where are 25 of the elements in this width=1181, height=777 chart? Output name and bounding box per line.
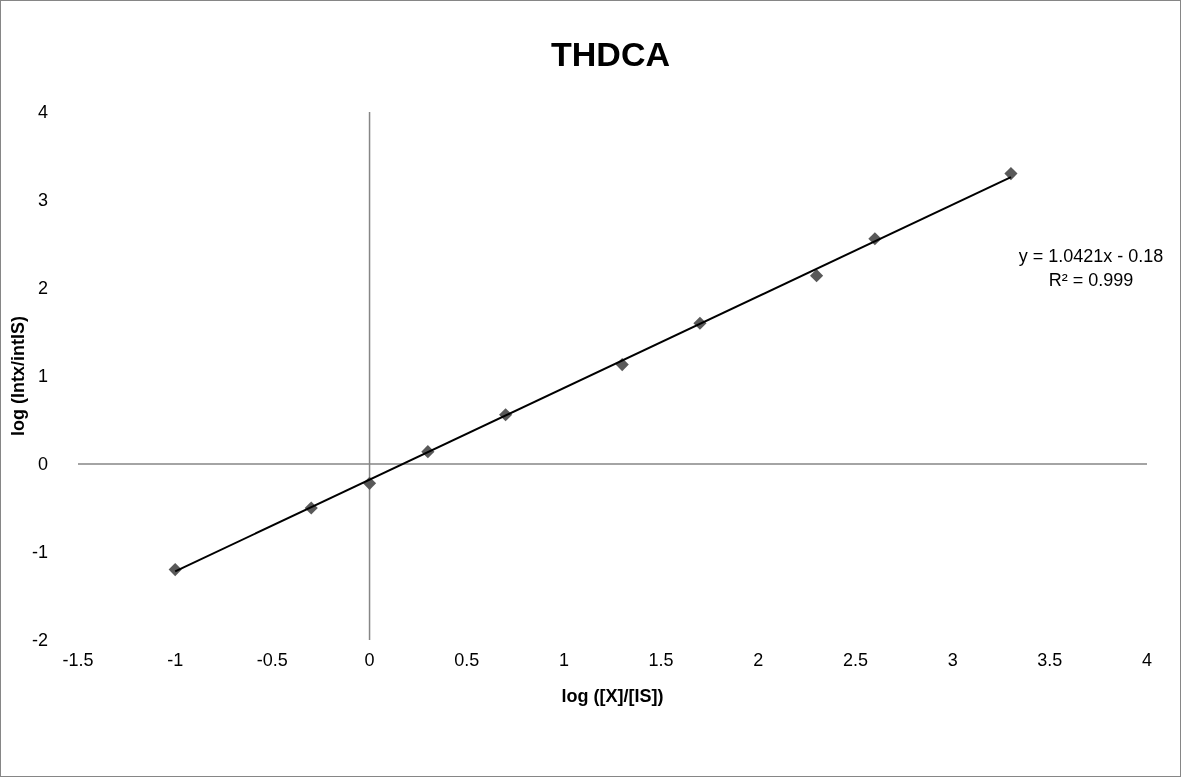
y-tick-label: 3 [37, 190, 48, 210]
x-tick-label: -1 [167, 650, 184, 670]
y-axis-title: log (Intx/intIS) [8, 316, 28, 436]
point [810, 269, 824, 283]
x-tick-label: 4 [1141, 650, 1153, 670]
chart-title: THDCA [551, 35, 670, 73]
x-tick-label: 0 [364, 650, 375, 670]
x-tick-label: 2.5 [842, 650, 868, 670]
x-tick-label: 1 [558, 650, 569, 670]
x-tick-label: -0.5 [256, 650, 288, 670]
x-tick-label: 3.5 [1037, 650, 1063, 670]
x-axis-title: log ([X]/[IS]) [561, 686, 664, 706]
annotation: y = 1.0421x - 0.18 R² = 0.999 [1018, 246, 1164, 290]
x-tick-label: -1.5 [62, 650, 94, 670]
y-tick-label: 4 [37, 102, 48, 122]
y-tick-label: -1 [31, 542, 48, 562]
x-tick-label: 1.5 [648, 650, 674, 670]
x-tick-label: 0.5 [454, 650, 480, 670]
x-tick-label: 2 [753, 650, 764, 670]
y-tick-label: -2 [31, 630, 48, 650]
y-tick-label: 1 [37, 366, 48, 386]
y-tick-label: 2 [37, 278, 48, 298]
point [1004, 167, 1018, 181]
x-tick-label: 3 [947, 650, 958, 670]
y-tick-label: 0 [37, 454, 48, 474]
